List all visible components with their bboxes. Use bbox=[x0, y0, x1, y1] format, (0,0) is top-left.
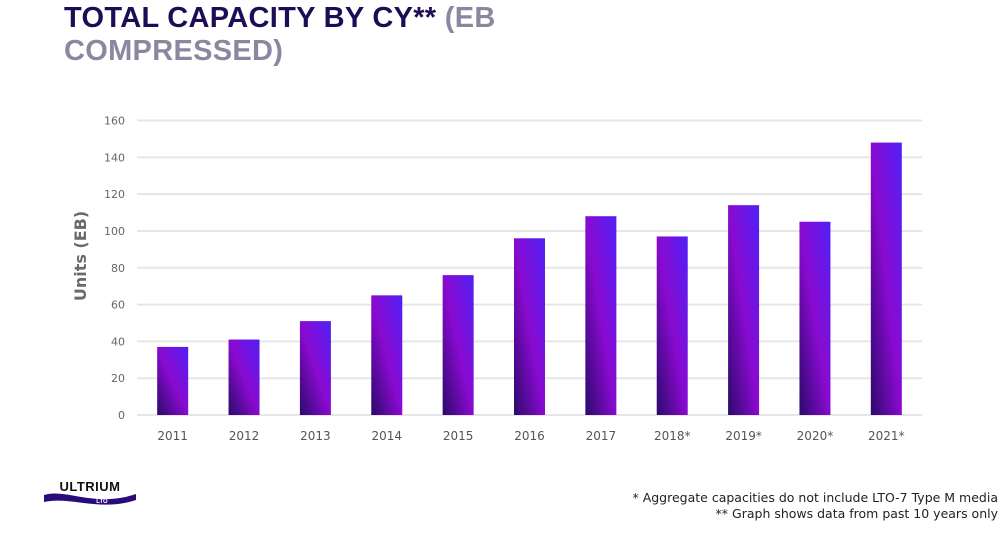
x-tick-label: 2020* bbox=[797, 429, 834, 443]
bar-2015 bbox=[442, 275, 474, 415]
x-tick-label: 2013 bbox=[300, 429, 331, 443]
y-tick-label: 100 bbox=[104, 225, 125, 238]
y-tick-label: 20 bbox=[111, 372, 125, 385]
x-tick-label: 2014 bbox=[371, 429, 402, 443]
logo-text: ULTRIUM bbox=[59, 479, 120, 494]
bar-2012 bbox=[228, 339, 260, 415]
chart-title: TOTAL CAPACITY BY CY** (EB COMPRESSED) bbox=[64, 2, 584, 68]
y-tick-label: 120 bbox=[104, 188, 125, 201]
bar-2016 bbox=[514, 238, 545, 415]
bar-2011 bbox=[157, 346, 189, 415]
footnote-1: * Aggregate capacities do not include LT… bbox=[632, 490, 998, 505]
y-axis-label: Units (EB) bbox=[71, 211, 90, 301]
bar-2014 bbox=[371, 295, 403, 415]
x-tick-label: 2011 bbox=[157, 429, 188, 443]
x-tick-label: 2015 bbox=[443, 429, 474, 443]
y-tick-label: 80 bbox=[111, 262, 125, 275]
bar-2021 bbox=[870, 142, 902, 415]
bar-2013 bbox=[299, 321, 331, 415]
bar-2020 bbox=[799, 221, 831, 415]
bars bbox=[157, 142, 902, 415]
y-tick-label: 0 bbox=[118, 409, 125, 422]
chart-title-main: TOTAL CAPACITY BY CY** bbox=[64, 2, 437, 34]
bar-2017 bbox=[585, 216, 617, 415]
logo-swoosh bbox=[44, 493, 136, 505]
bar-2018 bbox=[656, 236, 688, 415]
logo-subtext: LTO bbox=[96, 499, 108, 505]
bar-2019 bbox=[728, 205, 760, 415]
ultrium-logo: ULTRIUM LTO bbox=[44, 479, 136, 505]
x-tick-label: 2017 bbox=[586, 429, 617, 443]
x-axis-labels: 2011 2012 2013 2014 2015 2016 2017 2018* 2019* 20… bbox=[157, 429, 904, 443]
x-tick-label: 2019* bbox=[725, 429, 762, 443]
x-tick-label: 2018* bbox=[654, 429, 691, 443]
x-tick-label: 2012 bbox=[229, 429, 260, 443]
chart-title-sub: (EB bbox=[436, 2, 496, 34]
chart-title-sub-line2: COMPRESSED) bbox=[64, 35, 284, 67]
x-tick-label: 2016 bbox=[514, 429, 545, 443]
y-tick-label: 140 bbox=[104, 151, 125, 164]
footnote-2: ** Graph shows data from past 10 years o… bbox=[715, 506, 998, 521]
x-tick-label: 2021* bbox=[868, 429, 905, 443]
footnotes: * Aggregate capacities do not include LT… bbox=[632, 490, 998, 522]
y-tick-label: 60 bbox=[111, 299, 125, 312]
y-tick-label: 40 bbox=[111, 335, 125, 348]
y-axis-ticks: 0 20 40 60 80 100 120 140 160 bbox=[104, 115, 125, 423]
y-tick-label: 160 bbox=[104, 115, 125, 128]
